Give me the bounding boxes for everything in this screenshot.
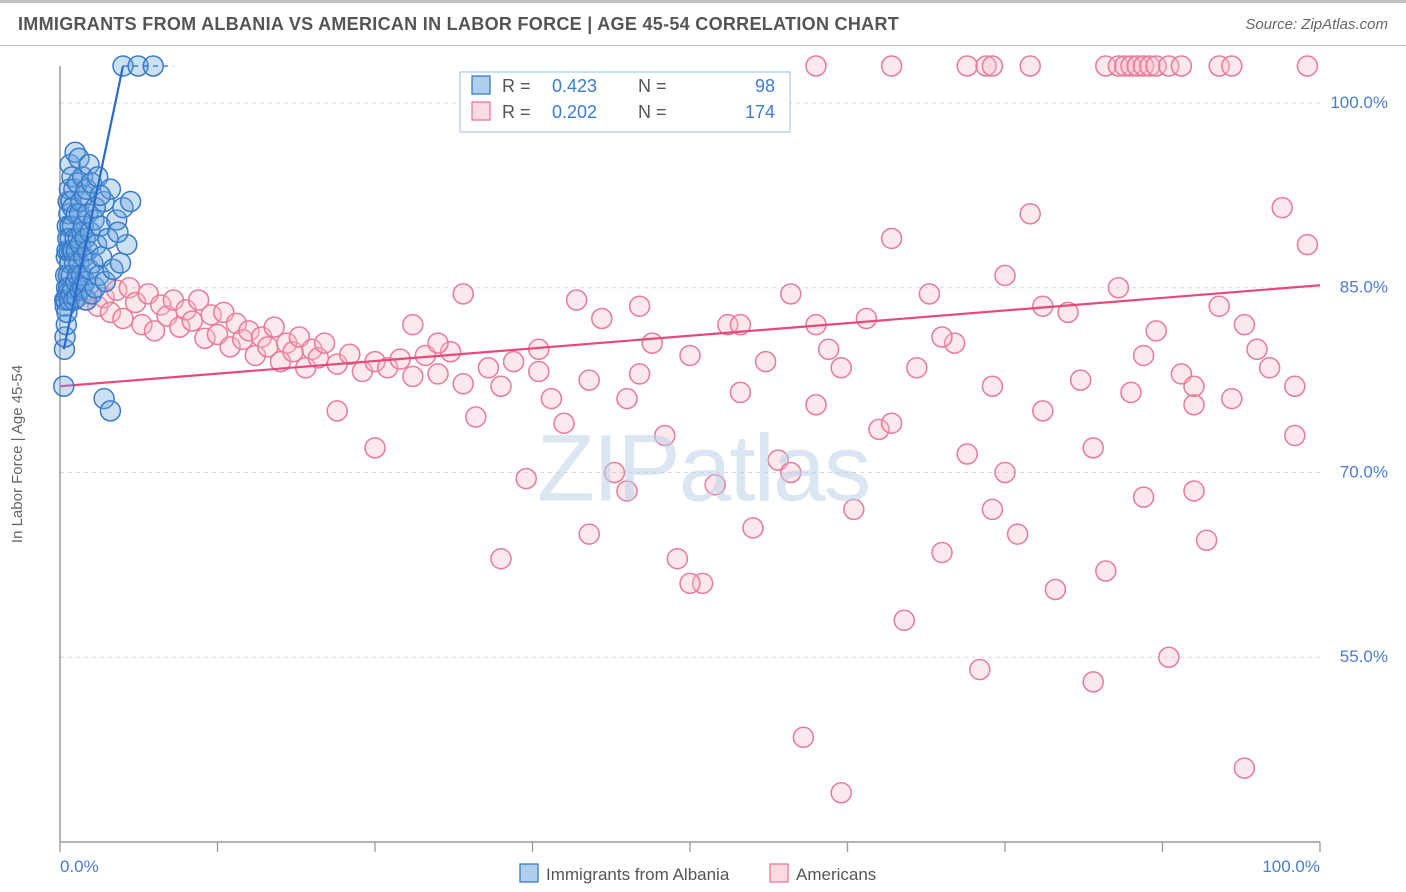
svg-text:174: 174	[745, 102, 775, 122]
svg-text:70.0%: 70.0%	[1340, 462, 1388, 481]
svg-text:In Labor Force | Age 45-54: In Labor Force | Age 45-54	[9, 365, 26, 543]
svg-text:Americans: Americans	[796, 865, 876, 884]
svg-text:55.0%: 55.0%	[1340, 647, 1388, 666]
svg-text:R =: R =	[502, 102, 531, 122]
svg-text:R =: R =	[502, 76, 531, 96]
chart-header: IMMIGRANTS FROM ALBANIA VS AMERICAN IN L…	[0, 0, 1406, 46]
svg-text:0.202: 0.202	[552, 102, 597, 122]
chart-title: IMMIGRANTS FROM ALBANIA VS AMERICAN IN L…	[18, 14, 899, 35]
svg-text:0.423: 0.423	[552, 76, 597, 96]
svg-text:Immigrants from Albania: Immigrants from Albania	[546, 865, 730, 884]
chart-area: 0.0% 100.0% 55.0% 70.0% 85.0% 100.0% In Labor …	[0, 46, 1406, 892]
svg-text:100.0%: 100.0%	[1330, 93, 1388, 112]
svg-text:100.0%: 100.0%	[1262, 857, 1320, 876]
source-prefix: Source:	[1245, 16, 1301, 33]
svg-text:N =: N =	[638, 76, 667, 96]
svg-text:0.0%: 0.0%	[60, 857, 99, 876]
source-name: ZipAtlas.com	[1301, 16, 1388, 33]
scatter-chart: 0.0% 100.0% 55.0% 70.0% 85.0% 100.0% In Labor …	[0, 46, 1406, 892]
svg-text:85.0%: 85.0%	[1340, 278, 1388, 297]
svg-text:N =: N =	[638, 102, 667, 122]
svg-text:98: 98	[755, 76, 775, 96]
source-attribution: Source: ZipAtlas.com	[1245, 16, 1388, 33]
